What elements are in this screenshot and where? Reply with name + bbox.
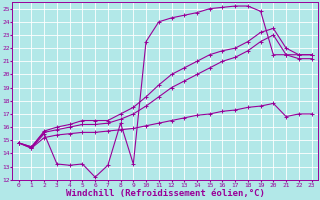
X-axis label: Windchill (Refroidissement éolien,°C): Windchill (Refroidissement éolien,°C) bbox=[66, 189, 265, 198]
